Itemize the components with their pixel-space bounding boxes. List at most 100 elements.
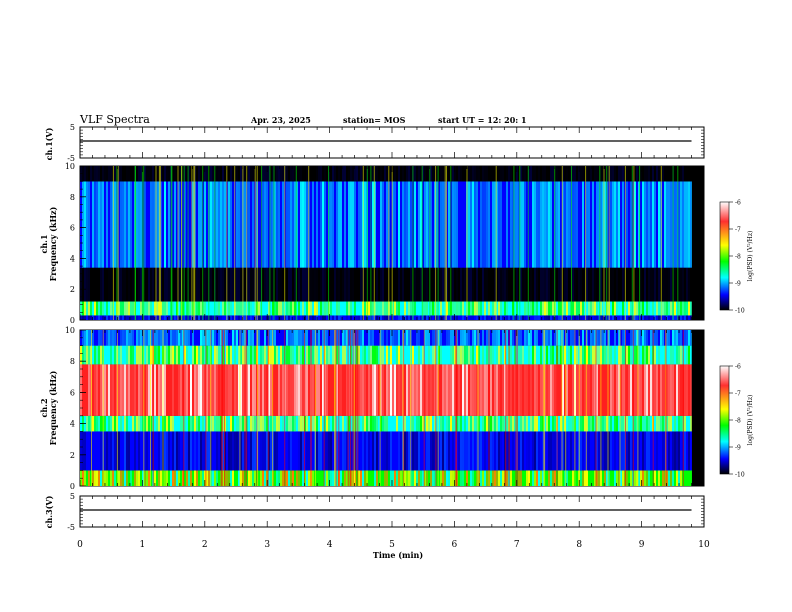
spec2-texture [664,345,666,365]
spec2-texture [386,330,388,346]
spec1-texture [530,315,532,320]
spec1-texture [534,315,536,320]
spec1-texture [504,315,506,320]
spec2-texture [184,364,186,416]
spec2-texture [262,364,264,416]
spec2-texture [342,345,344,365]
spec2-texture [606,431,608,471]
spec1-texture [324,166,326,182]
spec2-texture [226,431,228,471]
spec2-texture [606,470,608,486]
spec1-texture [542,166,544,182]
spec2-texture [308,330,310,346]
spec2-texture [132,415,134,432]
spec1-texture [258,301,260,316]
spec2-texture [536,364,538,416]
spec2-texture [566,345,568,365]
spec1-texture [414,166,416,182]
spec2-texture [110,415,112,432]
spec1-texture [86,315,88,320]
spec2-texture [222,330,224,346]
spec2-texture [462,415,464,432]
spec2-texture [522,330,524,346]
spec1-texture [344,166,346,182]
spec1-texture [490,301,492,316]
spec1-texture [360,267,362,302]
spec1-texture [598,181,600,268]
spec1-texture [614,181,616,268]
spec1-texture [428,301,430,316]
spec2-sferic [272,330,274,486]
spec1-texture [154,301,156,316]
spec1-texture [584,267,586,302]
spec2-texture [302,470,304,486]
spec1-texture [180,166,182,182]
spec1-texture [644,315,646,320]
spec2-texture [686,364,688,416]
spec1-texture [188,267,190,302]
spec2-texture [146,431,148,471]
spec1-texture [590,181,592,268]
spec1-texture [426,301,428,316]
spec2-texture [206,364,208,416]
spec1-texture [236,267,238,302]
spec1-texture [666,267,668,302]
spec2-texture [422,431,424,471]
spec2-sferic [435,330,437,486]
spec1-texture [84,181,86,268]
spec2-texture [634,330,636,346]
spec2-texture [616,330,618,346]
spec1-texture [438,315,440,320]
spec1-texture [598,315,600,320]
spec1-texture [238,301,240,316]
spec1-texture [500,315,502,320]
spec2-texture [628,364,630,416]
spec1-texture [206,315,208,320]
spec2-texture [592,415,594,432]
spec2-texture [188,470,190,486]
spec2-texture [494,345,496,365]
spec2-texture [316,415,318,432]
spec2-texture [442,415,444,432]
spec2-texture [468,330,470,346]
spec1-texture [442,267,444,302]
spec2-texture [292,345,294,365]
spec2-texture [118,431,120,471]
spec2-texture [646,415,648,432]
spec2-texture [528,431,530,471]
spec1-sferic [158,166,160,320]
spec1-texture [670,181,672,268]
spec2-texture [404,415,406,432]
spec2-texture [608,470,610,486]
spec1-texture [90,301,92,316]
spec2-texture [622,470,624,486]
spec1-texture [604,181,606,268]
spec1-texture [414,301,416,316]
spec1-texture [236,315,238,320]
spec1-texture [410,166,412,182]
spec2-texture [674,345,676,365]
spec2-texture [182,431,184,471]
spec1-texture [300,181,302,268]
spec2-texture [348,470,350,486]
spec1-texture [618,267,620,302]
spec1-texture [404,166,406,182]
spec1-texture [224,301,226,316]
spec2-texture [640,345,642,365]
spec1-texture [442,181,444,268]
spec1-texture [408,267,410,302]
spec1-texture [508,181,510,268]
spec2-texture [438,364,440,416]
spec2-texture [126,431,128,471]
spec1-texture [676,166,678,182]
spec2-texture [648,330,650,346]
spec1-sferic [527,166,529,320]
spec2-texture [94,470,96,486]
spec2-texture [518,364,520,416]
spec1-texture [390,267,392,302]
spec1-texture [520,181,522,268]
spec2-texture [324,470,326,486]
spec2-texture [242,415,244,432]
spec1-texture [174,301,176,316]
spec1-texture [526,315,528,320]
